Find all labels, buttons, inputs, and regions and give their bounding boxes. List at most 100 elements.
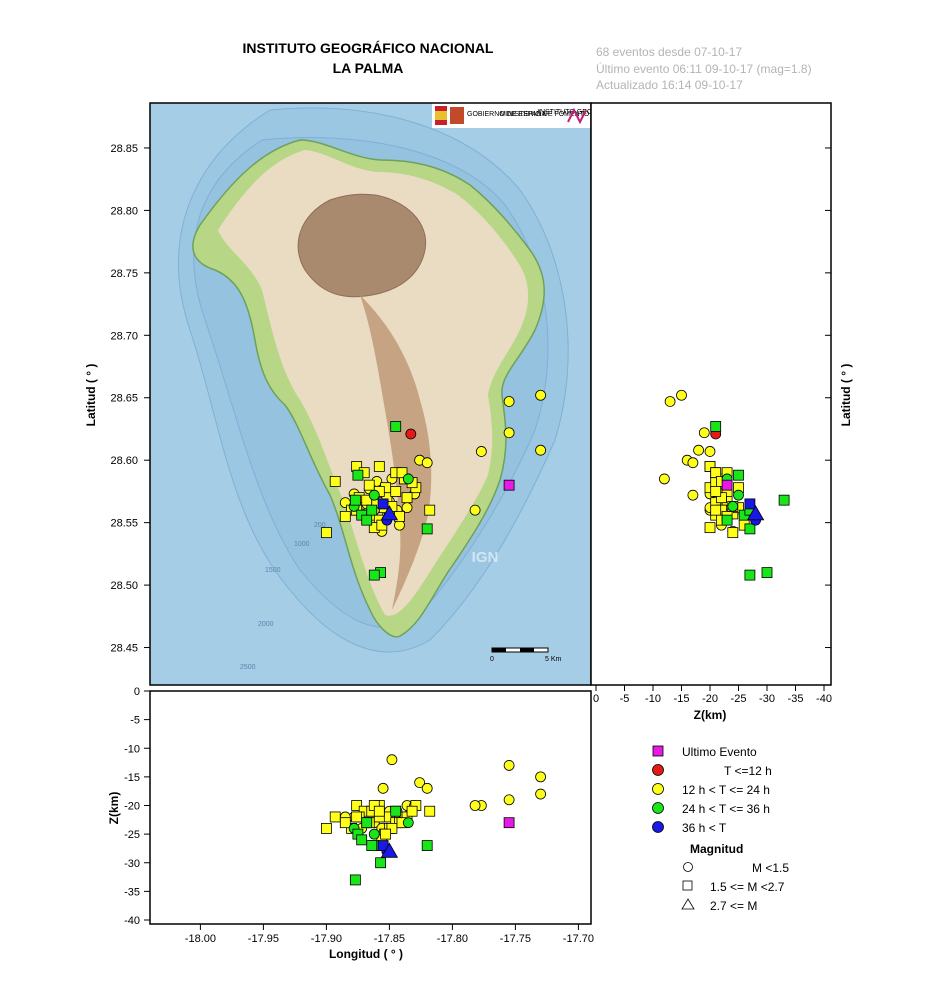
event-marker-square — [733, 469, 744, 481]
tick-label: 28.85 — [110, 143, 138, 155]
event-marker-circle — [687, 489, 699, 501]
event-marker-square — [744, 569, 756, 581]
legend-label: T <=12 h — [724, 764, 772, 778]
last-event-info: Último evento 06:11 09-10-17 (mag=1.8) — [596, 61, 812, 76]
tick-label: 28.75 — [110, 268, 138, 280]
tick-label: 0 — [134, 686, 140, 698]
tick-label: -17.75 — [500, 933, 531, 945]
event-marker-square — [721, 514, 733, 526]
event-marker-circle — [414, 777, 426, 788]
tick-label: 0 — [593, 693, 599, 705]
event-marker-circle — [704, 446, 716, 457]
caldera-terrain — [297, 193, 427, 298]
tick-label: -15 — [124, 772, 140, 784]
org-title: INSTITUTO GEOGRÁFICO NACIONAL — [243, 40, 494, 56]
event-marker-circle — [535, 771, 546, 783]
event-marker-circle — [676, 389, 687, 401]
event-marker-square — [778, 494, 790, 506]
legend-label: 12 h < T <= 24 h — [682, 783, 770, 797]
event-marker-square — [363, 479, 375, 491]
event-marker-square — [396, 467, 408, 479]
tick-label: -17.70 — [563, 933, 594, 945]
event-marker-circle — [469, 800, 481, 811]
event-marker-square — [368, 569, 380, 581]
depth-latitude-panel: 0 -5 -10 -15 -20 -25 -30 -35 -40 Z(km) Latitud (… — [590, 102, 853, 722]
ign-logo-icon — [567, 107, 587, 125]
event-marker-circle — [659, 473, 670, 485]
tick-label: -35 — [788, 693, 804, 705]
tick-label: -18.00 — [185, 933, 216, 945]
event-marker-square — [721, 479, 733, 491]
event-marker-circle — [402, 473, 414, 485]
logo-text: INSTITUTO GEOGRÁFICO NACIONAL — [538, 107, 662, 116]
scale-bar: 0 5 Km — [490, 647, 562, 663]
event-marker-square — [349, 874, 361, 886]
tick-label: -35 — [124, 886, 140, 898]
event-marker-square — [339, 817, 351, 829]
event-marker-square — [351, 800, 363, 811]
legend-marker-large-mag — [681, 898, 695, 910]
coat-of-arms-icon — [450, 107, 464, 124]
depth-label: 200 — [314, 522, 326, 529]
event-marker-square — [761, 567, 773, 578]
tick-label: 28.70 — [110, 330, 138, 342]
event-marker-square — [503, 479, 515, 491]
event-marker-circle — [377, 782, 389, 794]
event-marker-square — [351, 811, 363, 823]
watermark: IGN — [472, 549, 499, 566]
event-marker-square — [329, 811, 341, 823]
tick-label: 28.80 — [110, 205, 138, 217]
legend-magnitude-title: Magnitud — [690, 842, 743, 856]
tick-label: -25 — [124, 829, 140, 841]
logo-text: MINISTERIO DE FOMENTO — [500, 111, 590, 118]
event-marker-circle — [421, 782, 433, 794]
tick-label: -5 — [620, 693, 630, 705]
scale-label-start: 0 — [490, 656, 494, 663]
event-marker-circle — [687, 457, 699, 469]
event-marker-square — [390, 805, 402, 817]
tick-label: -40 — [124, 915, 140, 927]
event-marker-square — [386, 823, 398, 834]
ridge-terrain — [360, 295, 432, 610]
depth-label: 1000 — [294, 541, 310, 548]
z-axis-label-right: Z(km) — [694, 708, 727, 722]
event-marker-circle — [469, 504, 481, 516]
event-marker-square — [390, 421, 402, 432]
tick-label: -15 — [674, 693, 690, 705]
event-marker-circle — [733, 489, 744, 501]
event-marker-square — [406, 805, 418, 817]
event-marker-square — [361, 817, 373, 829]
event-marker-circle — [386, 754, 398, 766]
event-marker-square — [320, 823, 332, 834]
event-count-info: 68 eventos desde 07-10-17 — [596, 45, 742, 59]
depth-label: 2500 — [240, 664, 256, 671]
event-marker-circle — [535, 389, 546, 401]
event-marker-circle — [475, 446, 487, 457]
event-marker-square — [710, 486, 722, 497]
event-marker-circle — [503, 794, 515, 806]
event-marker-square — [503, 817, 515, 829]
tick-label: 28.50 — [110, 580, 138, 592]
tick-label: -17.80 — [437, 933, 468, 945]
legend-label: 24 h < T <= 36 h — [682, 802, 770, 816]
legend-marker-t24 — [652, 783, 664, 795]
event-marker-square — [744, 523, 756, 535]
event-marker-square — [744, 498, 756, 510]
event-marker-square — [320, 527, 332, 539]
event-marker-circle — [535, 444, 546, 456]
legend-marker-t36 — [652, 802, 664, 814]
legend-label: M <1.5 — [752, 861, 789, 875]
tick-label: 28.55 — [110, 518, 138, 530]
legend-label: Ultimo Evento — [682, 745, 757, 759]
scale-label-end: 5 Km — [545, 656, 562, 663]
tick-label: -30 — [124, 858, 140, 870]
depth-label: 1500 — [265, 567, 281, 574]
event-marker-circle — [727, 501, 739, 512]
event-marker-circle — [503, 427, 515, 439]
tick-label: -17.85 — [374, 933, 405, 945]
event-marker-square — [377, 498, 389, 510]
event-marker-circle — [421, 457, 433, 469]
event-marker-square — [704, 522, 716, 534]
event-marker-circle — [503, 396, 515, 407]
legend-marker-medium-mag — [682, 880, 693, 891]
